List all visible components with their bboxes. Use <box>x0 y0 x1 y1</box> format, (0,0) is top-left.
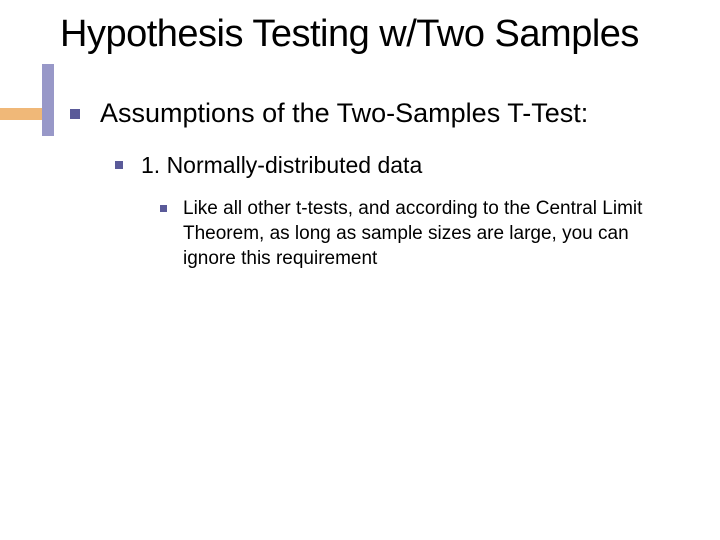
title-accent-horizontal <box>0 108 42 120</box>
title-accent-vertical <box>42 64 54 136</box>
content-area: Assumptions of the Two-Samples T-Test: 1… <box>0 97 720 272</box>
slide-title: Hypothesis Testing w/Two Samples <box>60 12 720 57</box>
bullet-level2: 1. Normally-distributed data <box>115 151 680 180</box>
level1-text: Assumptions of the Two-Samples T-Test: <box>100 97 588 131</box>
bullet-level1: Assumptions of the Two-Samples T-Test: <box>70 97 680 131</box>
level2-text: 1. Normally-distributed data <box>141 151 422 180</box>
level3-text: Like all other t-tests, and according to… <box>183 197 680 271</box>
square-bullet-icon <box>160 205 167 212</box>
bullet-level3: Like all other t-tests, and according to… <box>160 197 680 271</box>
square-bullet-icon <box>70 109 80 119</box>
title-container: Hypothesis Testing w/Two Samples <box>0 0 720 57</box>
square-bullet-icon <box>115 161 123 169</box>
